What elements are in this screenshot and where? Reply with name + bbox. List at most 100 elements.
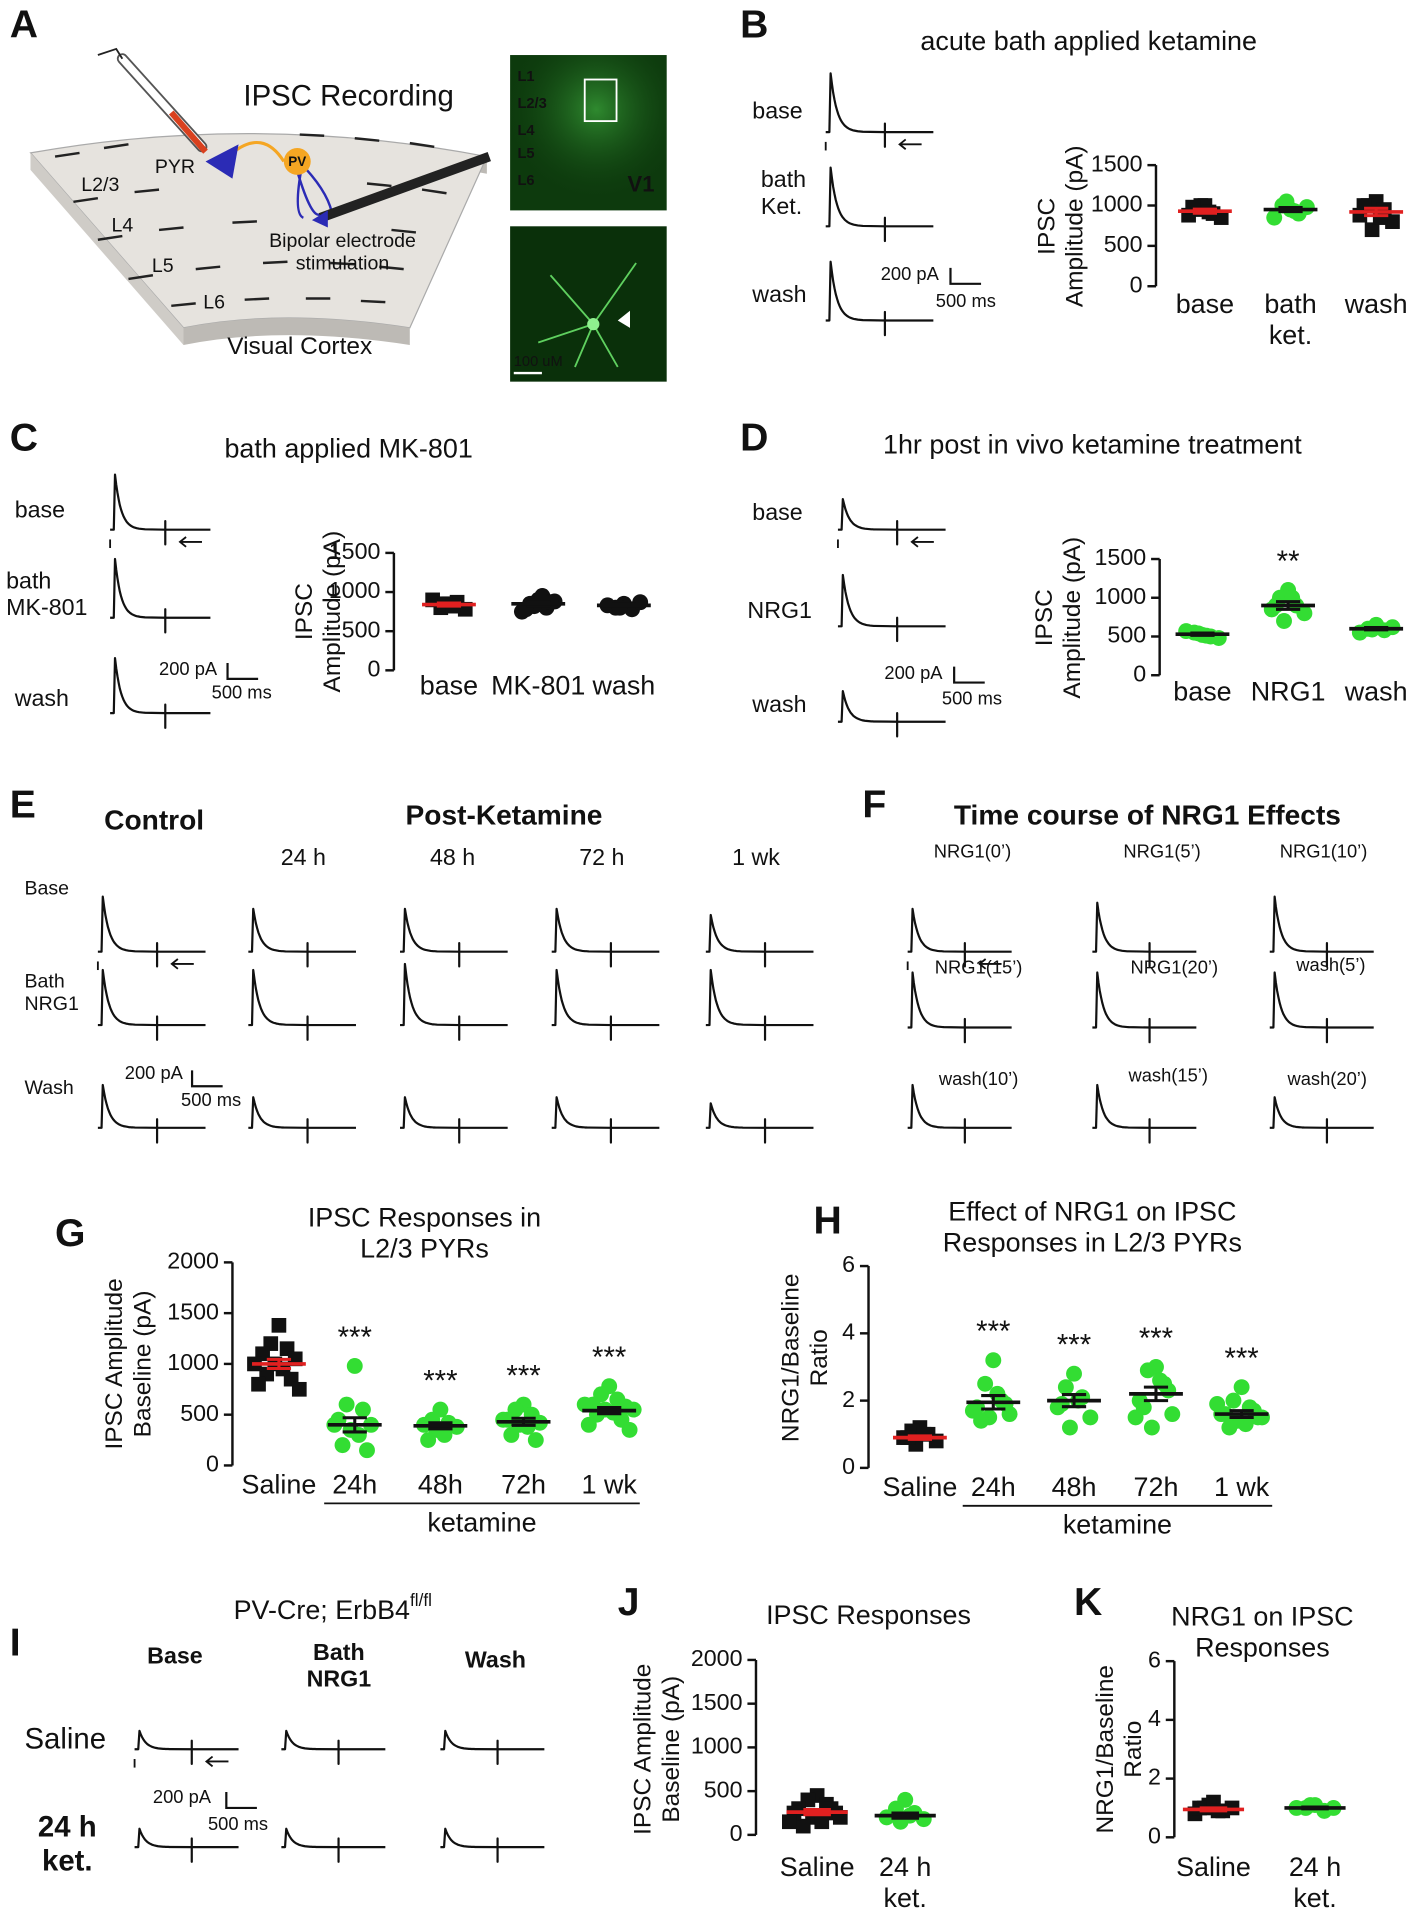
- label: 1500: [1091, 150, 1143, 176]
- label: L5: [152, 255, 174, 277]
- ipsc-trace: [97, 968, 206, 1041]
- label: 1500: [1095, 544, 1147, 570]
- label: IPSC Responses: [766, 1600, 971, 1630]
- label: L1: [517, 69, 534, 85]
- label: 500 ms: [212, 681, 272, 702]
- ipsc-trace: [281, 1827, 386, 1863]
- label: I: [10, 1622, 21, 1665]
- arrow: [910, 536, 934, 548]
- label: 0: [1133, 660, 1146, 686]
- ipsc-trace: [705, 968, 814, 1041]
- data-point: [1160, 1382, 1177, 1399]
- label: 0: [368, 655, 381, 681]
- data-point: [1127, 1409, 1144, 1426]
- data-point: [1225, 1392, 1242, 1409]
- text-line: bath: [761, 166, 806, 192]
- label: 1hr post in vivo ketamine treatment: [883, 430, 1302, 460]
- label: Bath NRG1: [24, 970, 78, 1015]
- text-line: stimulation: [296, 253, 390, 275]
- label: Wash: [24, 1077, 73, 1099]
- label: IPSC AmplitudeBaseline (pA): [630, 1664, 685, 1835]
- data-point: [621, 1421, 638, 1438]
- label: 2000: [691, 1645, 743, 1671]
- label: 1000: [329, 577, 381, 603]
- label: F: [862, 784, 886, 827]
- label: 0: [730, 1820, 743, 1846]
- data-point: [251, 1376, 266, 1392]
- micrograph-cell: [510, 226, 667, 382]
- data-point: [580, 1416, 597, 1433]
- text-line: Responses in L2/3 PYRs: [943, 1228, 1242, 1258]
- label: A: [10, 3, 38, 46]
- label: IPSCAmplitude (pA): [1034, 145, 1089, 307]
- label: L6: [203, 292, 225, 314]
- neuron-soma: [587, 318, 600, 331]
- label: bath Ket.: [761, 166, 806, 219]
- ipsc-trace: [97, 895, 206, 968]
- text-line: IPSC: [1031, 589, 1058, 646]
- ipsc-trace: [248, 1096, 356, 1144]
- label: 48 h: [430, 844, 475, 870]
- stim-tip: [311, 210, 328, 228]
- data-point: [359, 1442, 375, 1459]
- label: MK-801: [491, 671, 585, 701]
- label: 200 pA: [125, 1062, 184, 1083]
- data-point: [964, 1402, 981, 1419]
- ipsc-trace: [440, 1729, 545, 1766]
- data-point: [1053, 1396, 1070, 1412]
- label: wash: [1344, 289, 1408, 319]
- dash: [103, 143, 129, 150]
- label: wash(20’): [1287, 1068, 1367, 1089]
- label: ***: [1057, 1329, 1091, 1362]
- ipsc-trace: [837, 573, 946, 643]
- text-line: ket.: [884, 1883, 927, 1913]
- ipsc-trace: [837, 497, 946, 546]
- label: Effect of NRG1 on IPSC Responses in L2/3 …: [943, 1197, 1242, 1258]
- label: wash: [751, 691, 806, 717]
- label: ***: [592, 1341, 626, 1374]
- label: 200 pA: [159, 658, 218, 679]
- label: Saline: [780, 1852, 855, 1882]
- label: NRG1(5’): [1123, 840, 1200, 861]
- label: IPSC Responses in L2/3 PYRs: [308, 1203, 541, 1264]
- label: V1: [628, 172, 655, 197]
- label: C: [10, 417, 38, 460]
- label: Control: [104, 804, 204, 835]
- slab-front: [183, 318, 410, 345]
- ipsc-trace: [440, 1827, 545, 1863]
- ipsc-trace: [551, 907, 660, 968]
- label: ***: [338, 1321, 372, 1354]
- ipsc-trace: [248, 907, 356, 968]
- label: 4: [842, 1318, 855, 1344]
- label: NRG1(15’): [935, 957, 1023, 978]
- text-line: Bipolar electrode: [269, 230, 416, 252]
- label: 72h: [501, 1469, 546, 1499]
- label: 4: [1148, 1705, 1161, 1731]
- label: ***: [506, 1359, 540, 1392]
- label: NRG1 on IPSC Responses: [1171, 1601, 1353, 1662]
- label: NRG1(0’): [934, 840, 1011, 861]
- text-line: Responses: [1195, 1632, 1330, 1662]
- ipsc-trace: [825, 72, 934, 148]
- text-line: Amplitude (pA): [1062, 145, 1089, 307]
- label: 200 pA: [884, 662, 943, 683]
- label: K: [1074, 1581, 1102, 1624]
- text-line: L2/3 PYRs: [360, 1234, 489, 1264]
- data-point: [1385, 214, 1400, 229]
- label: L5: [517, 146, 534, 162]
- label: ketamine: [1063, 1510, 1172, 1540]
- dash: [421, 188, 447, 195]
- ipsc-trace: [825, 166, 934, 243]
- label: 500: [180, 1400, 219, 1426]
- label: wash: [591, 671, 655, 701]
- label: D: [740, 417, 768, 460]
- label: 1000: [691, 1733, 743, 1759]
- label: 6: [1148, 1646, 1161, 1672]
- label: 0: [1148, 1822, 1161, 1848]
- label: 2000: [167, 1248, 219, 1274]
- dash: [134, 188, 160, 194]
- dash: [379, 265, 404, 271]
- scale-bar: [190, 1070, 223, 1088]
- title-superscript: fl/fl: [410, 1591, 432, 1610]
